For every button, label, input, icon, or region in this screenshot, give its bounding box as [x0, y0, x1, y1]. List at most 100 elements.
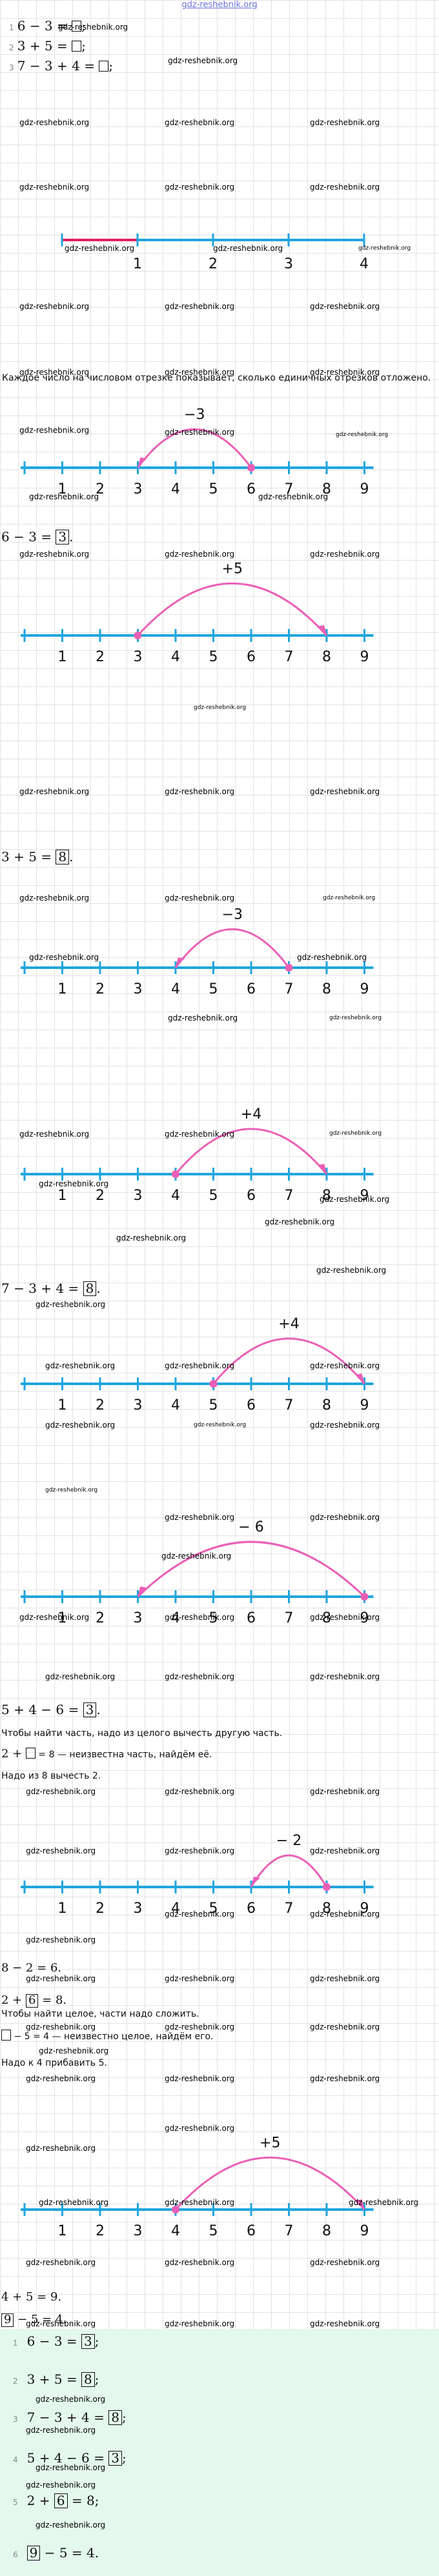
task-number: 2: [9, 43, 14, 52]
subtract-note-text: Надо из 8 вычесть 2.: [1, 1771, 101, 1781]
tick-label: 1: [58, 1397, 67, 1413]
watermark-text: gdz-reshebnik.org: [310, 787, 380, 796]
number-line-4-plus-4: 1 2 3 4 5 6 7 8 9 +4: [21, 1106, 374, 1204]
jump-arc: [250, 1854, 328, 1888]
tick-label: 6: [247, 1901, 256, 1917]
watermark-text: gdz-reshebnik.org: [165, 368, 235, 377]
tick-label: 8: [322, 1901, 331, 1917]
result-9-minus-5: 9 − 5 = 4.: [1, 2313, 66, 2327]
watermark-text: gdz-reshebnik.org: [58, 23, 128, 32]
watermark-text: gdz-reshebnik.org: [310, 1672, 380, 1681]
tick-label: 4: [171, 1901, 180, 1917]
number-line-3-plus-5: 1 2 3 4 5 6 7 8 9 +5: [21, 561, 374, 665]
arc-label: +4: [241, 1106, 261, 1123]
answer-box: 8: [56, 850, 70, 864]
empty-answer-box: [72, 21, 82, 32]
arc-label: +4: [278, 1316, 299, 1332]
add-note-text: Надо к 4 прибавить 5.: [1, 2058, 107, 2068]
tick-label: 8: [322, 981, 331, 997]
tick-label: 8: [322, 481, 331, 497]
tick-label: 4: [171, 1188, 180, 1204]
start-point: [172, 2206, 179, 2213]
tick-label: 5: [209, 1610, 218, 1626]
watermark-text: gdz-reshebnik.org: [265, 1217, 335, 1226]
watermark-text: gdz-reshebnik.org: [19, 118, 90, 127]
arc-label: −3: [222, 906, 243, 923]
tick-label: 1: [58, 1610, 67, 1626]
tick-label: 4: [171, 649, 180, 665]
watermark-text: gdz-reshebnik.org: [45, 1421, 116, 1430]
watermark-text: gdz-reshebnik.org: [19, 550, 90, 559]
tick-label: 6: [247, 481, 256, 497]
answer-box: 8: [81, 2372, 95, 2387]
watermark-text: gdz-reshebnik.org: [19, 183, 90, 192]
tick-label: 8: [322, 1610, 331, 1626]
watermark-text: gdz-reshebnik.org: [165, 787, 235, 796]
watermark-text: gdz-reshebnik.org: [165, 118, 235, 127]
jump-arc: [137, 582, 328, 637]
watermark-text: gdz-reshebnik.org: [165, 1787, 235, 1796]
arrow-head: [355, 1373, 365, 1383]
tick-label: 3: [134, 2223, 143, 2239]
tick-label: 8: [322, 1188, 331, 1204]
empty-answer-box: [25, 1748, 36, 1759]
task-item: 1 6 − 3 = ;: [9, 18, 113, 38]
watermark-text: gdz-reshebnik.org: [161, 1552, 232, 1561]
watermark-text: gdz-reshebnik.org: [26, 1787, 96, 1796]
watermark-text: gdz-reshebnik.org: [45, 1672, 116, 1681]
tick-label: 9: [360, 1397, 369, 1413]
arrow-head: [138, 457, 147, 466]
number-line-8-minus-2: 1 2 3 4 5 6 7 8 9 − 2: [21, 1833, 374, 1917]
arrow-head: [318, 625, 327, 634]
answer-box: 3: [81, 2334, 95, 2349]
arrow-head: [251, 1877, 260, 1886]
watermark-text: gdz-reshebnik.org: [165, 1130, 235, 1139]
watermark-text: gdz-reshebnik.org: [310, 2319, 380, 2328]
watermark-text: gdz-reshebnik.org: [39, 2046, 109, 2055]
tick-label: 7: [285, 1397, 294, 1413]
part-rule-text: Чтобы найти часть, надо из целого вычест…: [1, 1728, 283, 1739]
tick-label: 7: [285, 2223, 294, 2239]
watermark-text: gdz-reshebnik.org: [310, 1421, 380, 1430]
watermark-text: gdz-reshebnik.org: [310, 1910, 380, 1919]
answers-summary: [0, 2329, 439, 2576]
tick-label: 5: [209, 1901, 218, 1917]
watermark-text: gdz-reshebnik.org: [39, 2198, 109, 2207]
answer-box: 3: [108, 2451, 122, 2466]
site-header-link[interactable]: gdz-reshebnik.org: [181, 0, 258, 10]
watermark-text: gdz-reshebnik.org: [165, 302, 235, 311]
answer-box: 6: [54, 2493, 68, 2508]
tick-label: 2: [209, 256, 218, 272]
tick-label: 6: [247, 981, 256, 997]
whole-rule-text: Чтобы найти целое, части надо сложить.: [1, 2009, 199, 2019]
calc-4-plus-5: 4 + 5 = 9.: [1, 2290, 62, 2304]
watermark-text: gdz-reshebnik.org: [310, 2074, 380, 2083]
tick-label: 6: [247, 1610, 256, 1626]
watermark-text: gdz-reshebnik.org: [316, 1266, 387, 1275]
task-equation: 7 − 3 + 4 = ;: [17, 58, 114, 74]
arc-label: − 6: [238, 1519, 263, 1535]
empty-answer-box: [99, 61, 109, 72]
tick-label: 9: [360, 481, 369, 497]
result-6-3: 6 − 3 = 3.: [1, 529, 74, 544]
watermark-text: gdz-reshebnik.org: [310, 1613, 380, 1622]
watermark-text: gdz-reshebnik.org: [320, 1195, 390, 1204]
tick-label: 3: [134, 1188, 143, 1204]
watermark-text: gdz-reshebnik.org: [358, 245, 411, 252]
tick-label: 9: [360, 1901, 369, 1917]
arc-label: +5: [260, 2135, 280, 2151]
tick-label: 4: [171, 981, 180, 997]
answer-box: 8: [108, 2410, 122, 2425]
tick-label: 3: [134, 481, 143, 497]
watermark-text: gdz-reshebnik.org: [26, 1935, 96, 1944]
watermark-text: gdz-reshebnik.org: [19, 302, 90, 311]
tick-label: 6: [247, 1397, 256, 1413]
watermark-text: gdz-reshebnik.org: [310, 1513, 380, 1522]
watermark-text: gdz-reshebnik.org: [26, 2426, 96, 2435]
start-point: [247, 464, 255, 472]
watermark-text: gdz-reshebnik.org: [310, 118, 380, 127]
answer-box: 3: [83, 1702, 97, 1717]
empty-answer-box: [1, 2030, 11, 2041]
